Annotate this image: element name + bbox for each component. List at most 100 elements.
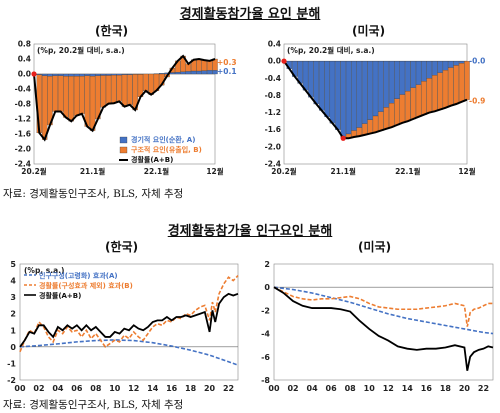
x-tick-label: 12월 bbox=[458, 166, 475, 176]
bar-structural bbox=[362, 123, 368, 135]
x-tick-label: 00 bbox=[268, 384, 280, 393]
total-line bbox=[283, 60, 468, 140]
x-tick-label: 02 bbox=[287, 384, 298, 393]
bar-structural bbox=[410, 87, 416, 120]
figure2-us-label: (미국) bbox=[358, 240, 392, 254]
figure1-korea-chart: (%p, 20.2월 대비, s.a.) 0.8 0.4 0.0 -0.4 -0.8 -1.… bbox=[15, 40, 237, 177]
bar-structural bbox=[207, 60, 213, 71]
legend-swatch bbox=[119, 146, 128, 154]
bar-cyclical bbox=[378, 61, 384, 112]
plot-frame bbox=[33, 43, 216, 165]
figure1-title: 경제활동참가율 요인 분해 bbox=[179, 7, 321, 22]
x-tick-label: 12 bbox=[128, 384, 139, 393]
bar-cyclical bbox=[84, 73, 90, 76]
bar-cyclical bbox=[318, 61, 325, 111]
y-tick-label: 5 bbox=[10, 260, 16, 269]
legend-label: 경활률(구성효과 제외) 효과(B) bbox=[39, 281, 133, 290]
end-label: -0.0 bbox=[469, 56, 485, 65]
bar-structural bbox=[57, 75, 64, 112]
x-tick-label: 22.1월 bbox=[144, 166, 170, 176]
figure1-us-label: (미국) bbox=[352, 24, 386, 38]
bar-structural bbox=[399, 94, 406, 123]
figure2-title: 경제활동참가율 인구요인 분해 bbox=[167, 224, 333, 239]
bar-structural bbox=[47, 76, 53, 126]
bar-cyclical bbox=[100, 73, 106, 76]
bar-cyclical bbox=[196, 70, 202, 75]
bar-structural bbox=[367, 119, 373, 134]
x-tick-label: 18 bbox=[440, 384, 452, 393]
y-tick-label: 2 bbox=[264, 260, 270, 269]
bar-structural bbox=[421, 81, 427, 115]
bar-cyclical bbox=[329, 61, 336, 124]
bar-cyclical bbox=[308, 61, 314, 98]
figure2-korea-label: (한국) bbox=[105, 240, 139, 254]
bar-cyclical bbox=[442, 61, 449, 71]
start-marker bbox=[31, 71, 37, 77]
y-tick-label: -0.4 bbox=[15, 85, 31, 94]
y-tick-label: -0.8 bbox=[15, 100, 31, 109]
bar-structural bbox=[453, 65, 459, 105]
x-tick-label: 00 bbox=[14, 384, 26, 393]
bar-cyclical bbox=[180, 71, 186, 75]
y-tick-label: 0.4 bbox=[268, 40, 281, 49]
y-tick-label: 0 bbox=[10, 343, 16, 352]
bar-cyclical bbox=[399, 61, 406, 95]
bar-structural bbox=[372, 115, 379, 133]
bar-cyclical bbox=[47, 73, 53, 77]
bar-structural bbox=[121, 74, 128, 107]
x-tick-label: 10 bbox=[109, 384, 121, 393]
y-tick-label: -2.4 bbox=[15, 160, 31, 169]
bar-cyclical bbox=[68, 73, 74, 77]
bar-cyclical bbox=[421, 61, 427, 82]
unit-label: (%p, s.a.) bbox=[24, 266, 64, 275]
legend-label: 경활률(A+B) bbox=[131, 155, 173, 164]
y-tick-label: -8 bbox=[261, 376, 270, 385]
x-tick-label: 06 bbox=[71, 384, 83, 393]
figure1-source: 자료: 경제활동인구조사, BLS, 자체 추정 bbox=[3, 188, 184, 200]
bar-cyclical bbox=[345, 61, 352, 135]
bar-structural bbox=[63, 76, 69, 118]
bar-structural bbox=[111, 75, 117, 104]
bar-cyclical bbox=[57, 73, 64, 76]
bar-cyclical bbox=[410, 61, 416, 88]
bar-cyclical bbox=[453, 61, 459, 66]
x-tick-label: 14 bbox=[147, 384, 159, 393]
y-tick-label: 1 bbox=[10, 326, 16, 335]
y-tick-label: -0.8 bbox=[265, 91, 281, 100]
bar-structural bbox=[68, 76, 74, 122]
bar-cyclical bbox=[79, 73, 85, 77]
series-line-2 bbox=[273, 286, 494, 371]
x-tick-label: 18 bbox=[185, 384, 197, 393]
bar-structural bbox=[464, 61, 470, 100]
y-tick-label: -4 bbox=[261, 330, 270, 339]
series-line-1 bbox=[19, 275, 239, 353]
x-tick-label: 21.1월 bbox=[331, 166, 357, 176]
bar-cyclical bbox=[335, 61, 341, 130]
bar-structural bbox=[432, 75, 438, 112]
bar-cyclical bbox=[169, 72, 176, 75]
x-tick-label: 22.1월 bbox=[395, 166, 421, 176]
bar-structural bbox=[458, 63, 465, 102]
bar-structural bbox=[148, 73, 154, 95]
bar-cyclical bbox=[405, 61, 411, 92]
plot-frame bbox=[283, 43, 468, 165]
figure2-us-chart: 20-2-4-6-800 02 04 06 08 10 12 14 16 18 20 22 bbox=[261, 260, 494, 393]
bar-structural bbox=[405, 91, 411, 122]
bar-cyclical bbox=[458, 61, 465, 64]
x-tick-label: 20.2월 bbox=[21, 166, 47, 176]
bar-cyclical bbox=[340, 61, 346, 137]
bar-structural bbox=[437, 72, 443, 110]
bar-structural bbox=[415, 84, 422, 117]
bar-structural bbox=[196, 58, 202, 72]
figure1-korea-label: (한국) bbox=[95, 24, 129, 38]
x-tick-label: 10 bbox=[364, 384, 376, 393]
plot-frame bbox=[273, 263, 494, 381]
bar-structural bbox=[383, 107, 389, 129]
legend-label: 인구구성(고령화) 효과(A) bbox=[39, 271, 118, 280]
y-tick-label: -1 bbox=[7, 359, 16, 368]
bar-structural bbox=[79, 76, 85, 114]
total-line bbox=[33, 54, 216, 142]
bar-cyclical bbox=[448, 61, 454, 68]
x-tick-label: 14 bbox=[402, 384, 414, 393]
bar-cyclical bbox=[388, 61, 395, 104]
